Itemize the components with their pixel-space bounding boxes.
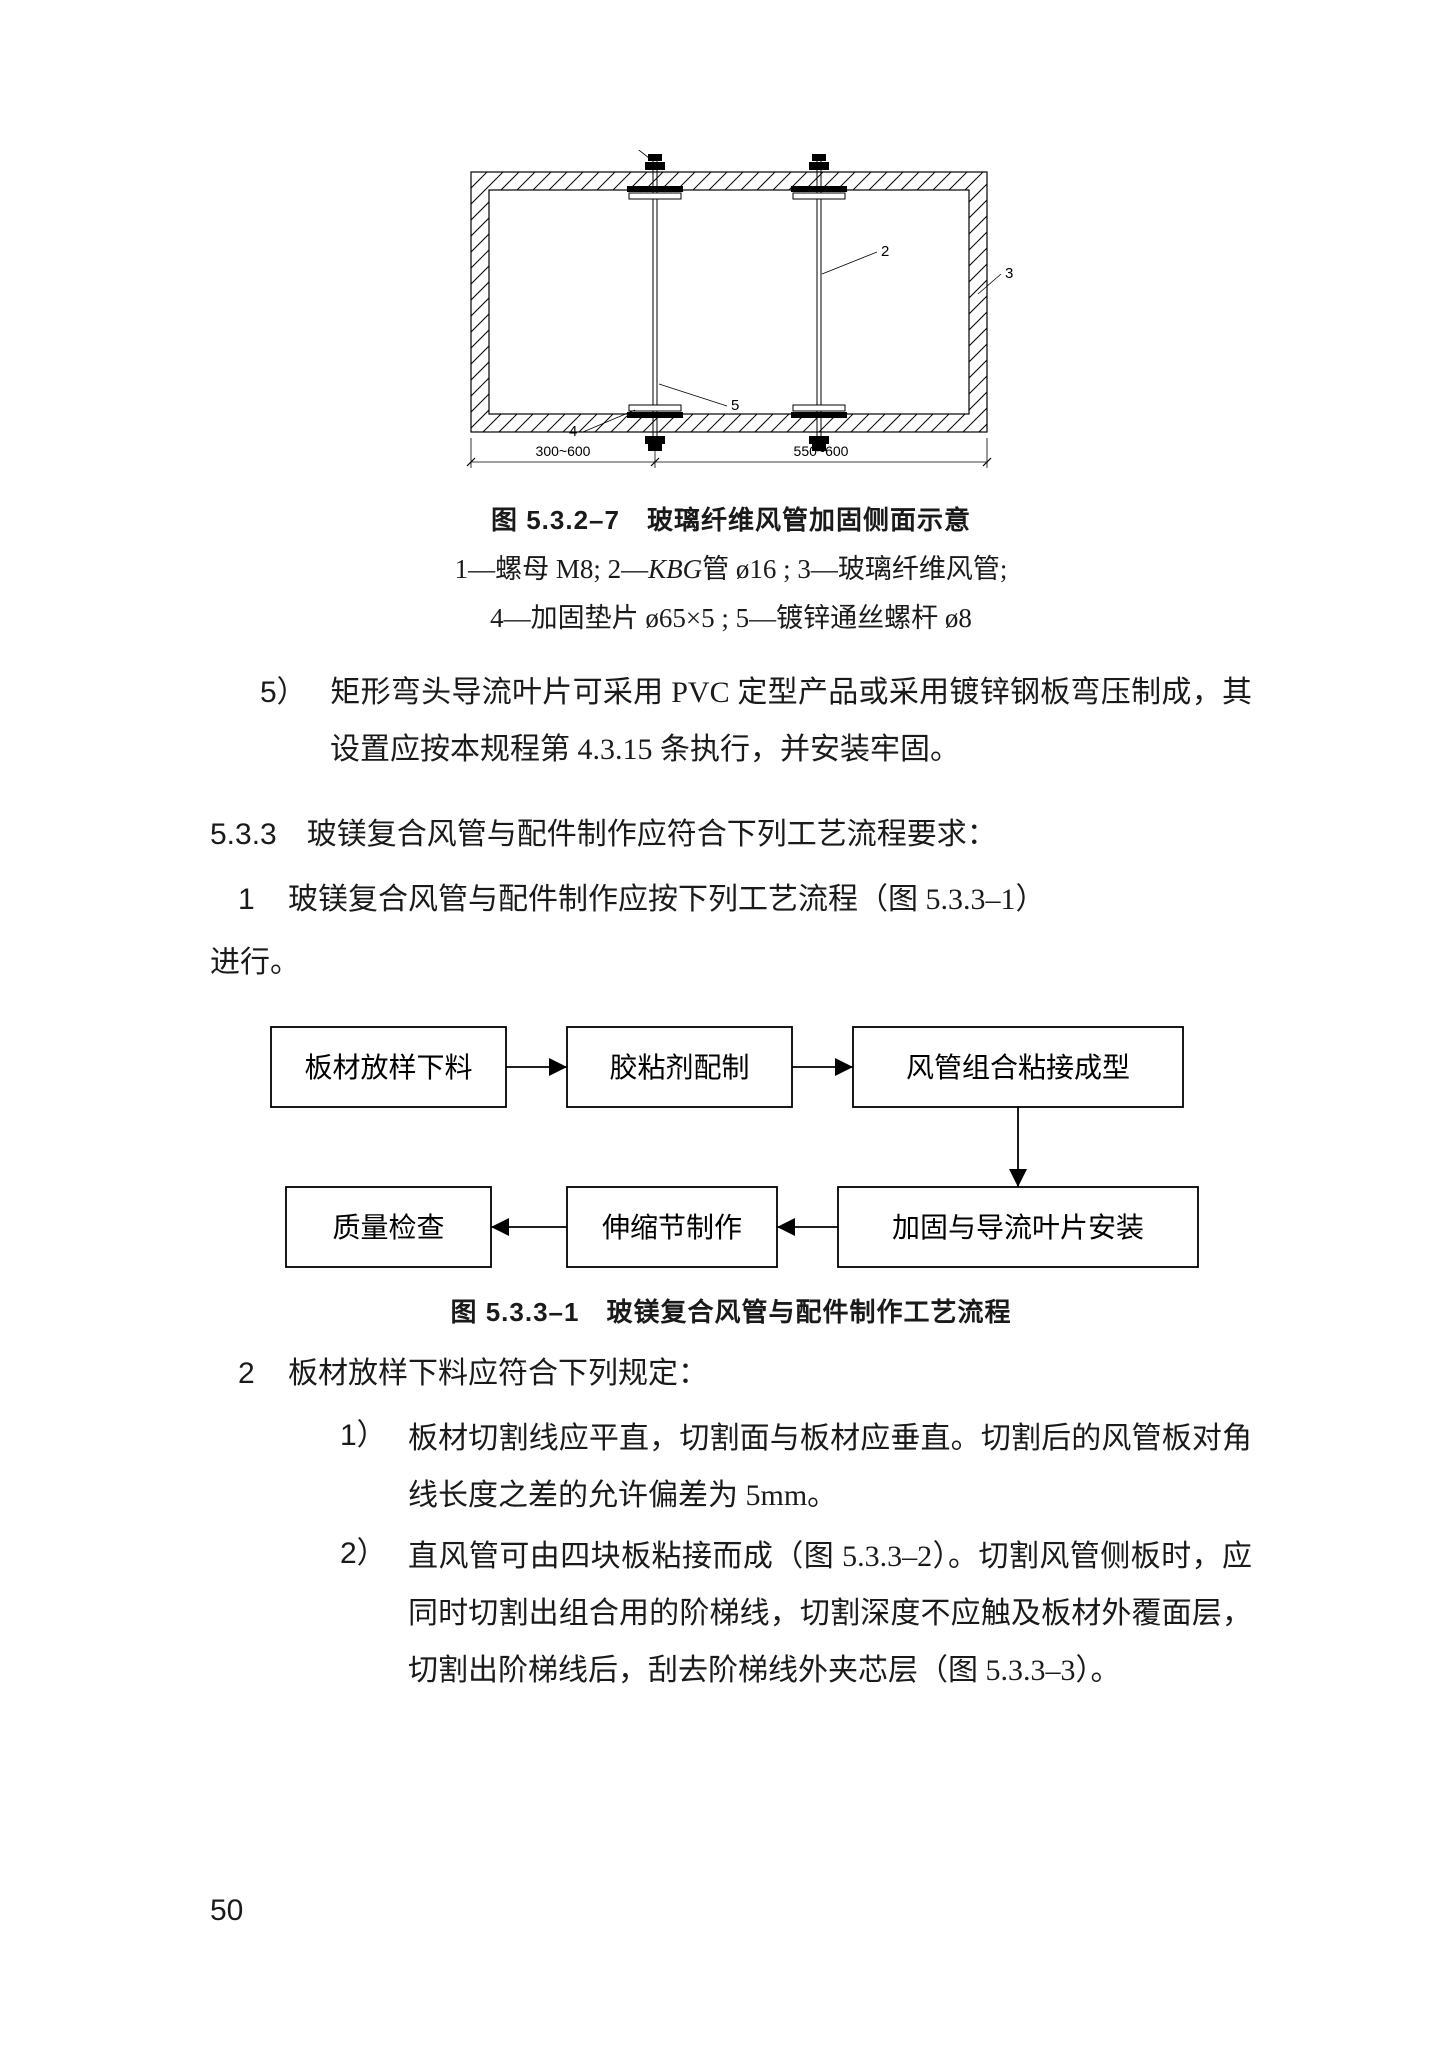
legend-line-1a: 1—螺母 M8; 2— [455,554,649,584]
item-1-marker: 1 [238,871,288,928]
duct-cross-section-diagram: 12345300~600550~600 [441,150,1021,480]
process-flowchart: 板材放样下料 胶粘剂配制 风管组合粘接成型加固与导流叶片安装 伸缩节制作 质量检查 [231,1019,1231,1274]
list-item-5: 5）矩形弯头导流叶片可采用 PVC 定型产品或采用镀锌钢板弯压制成，其设置应按本… [210,664,1252,778]
list-text: 板材切割线应平直，切割面与板材应垂直。切割后的风管板对角线长度之差的允许偏差为 … [408,1410,1252,1524]
svg-text:550~600: 550~600 [794,443,849,459]
section-5-3-3-item-2: 2板材放样下料应符合下列规定： [210,1345,1252,1402]
sub-list: 1）板材切割线应平直，切割面与板材应垂直。切割后的风管板对角线长度之差的允许偏差… [210,1410,1252,1699]
svg-text:4: 4 [569,423,577,440]
svg-text:板材放样下料: 板材放样下料 [304,1052,472,1084]
svg-text:风管组合粘接成型: 风管组合粘接成型 [906,1052,1130,1084]
list-item: 2）直风管可由四块板粘接而成（图 5.3.3–2）。切割风管侧板时，应同时切割出… [210,1528,1252,1699]
svg-text:加固与导流叶片安装: 加固与导流叶片安装 [892,1212,1144,1244]
figure-5-3-2-7-caption: 图 5.3.2–7 玻璃纤维风管加固侧面示意 [411,500,1051,537]
figure-5-3-3-1: 板材放样下料 胶粘剂配制 风管组合粘接成型加固与导流叶片安装 伸缩节制作 质量检查 图 … [231,1019,1231,1329]
item-1-text-a: 玻镁复合风管与配件制作应按下列工艺流程（图 5.3.3–1） [288,883,1046,916]
list-item-5-text: 矩形弯头导流叶片可采用 PVC 定型产品或采用镀锌钢板弯压制成，其设置应按本规程… [330,676,1252,766]
legend-line-2: 4—加固垫片 ø65×5 ; 5—镀锌通丝螺杆 ø8 [490,603,972,633]
section-5-3-3-item-1: 1玻镁复合风管与配件制作应按下列工艺流程（图 5.3.3–1） [210,871,1252,928]
list-marker: 1） [210,1410,408,1524]
svg-text:2: 2 [881,243,889,260]
list-item: 1）板材切割线应平直，切割面与板材应垂直。切割后的风管板对角线长度之差的允许偏差… [210,1410,1252,1524]
svg-text:3: 3 [1005,265,1013,282]
content-column: 1 2 3 4 5 300~600 550~600 图 5.3.2–7 玻璃纤维风管加固侧面… [210,150,1252,1703]
figure-5-3-2-7: 12345300~600550~600 图 5.3.2–7 玻璃纤维风管加固侧面… [411,150,1051,642]
item-2-marker: 2 [238,1345,288,1402]
svg-text:300~600: 300~600 [536,443,591,459]
legend-line-1b: KBG [648,554,702,584]
svg-text:伸缩节制作: 伸缩节制作 [602,1212,742,1244]
item-1-text-b: 进行。 [210,934,1252,991]
figure-5-3-2-7-legend: 1—螺母 M8; 2—KBG管 ø16 ; 3—玻璃纤维风管; 4—加固垫片 ø… [411,545,1051,642]
page-number: 50 [210,1894,243,1928]
section-5-3-3-text: 5.3.3 玻镁复合风管与配件制作应符合下列工艺流程要求： [210,818,997,851]
legend-line-1c: 管 ø16 ; 3—玻璃纤维风管; [702,554,1007,584]
list-marker: 2） [210,1528,408,1699]
page: 1 2 3 4 5 300~600 550~600 图 5.3.2–7 玻璃纤维风管加固侧面… [0,0,1432,2048]
item-2-text: 板材放样下料应符合下列规定： [288,1357,708,1390]
svg-text:质量检查: 质量检查 [332,1212,444,1244]
svg-text:5: 5 [731,397,739,414]
section-5-3-3: 5.3.3 玻镁复合风管与配件制作应符合下列工艺流程要求： [210,806,1252,863]
svg-text:胶粘剂配制: 胶粘剂配制 [609,1052,749,1084]
list-text: 直风管可由四块板粘接而成（图 5.3.3–2）。切割风管侧板时，应同时切割出组合… [408,1528,1252,1699]
figure-5-3-3-1-caption: 图 5.3.3–1 玻镁复合风管与配件制作工艺流程 [231,1292,1231,1329]
list-marker-5: 5） [260,664,316,721]
